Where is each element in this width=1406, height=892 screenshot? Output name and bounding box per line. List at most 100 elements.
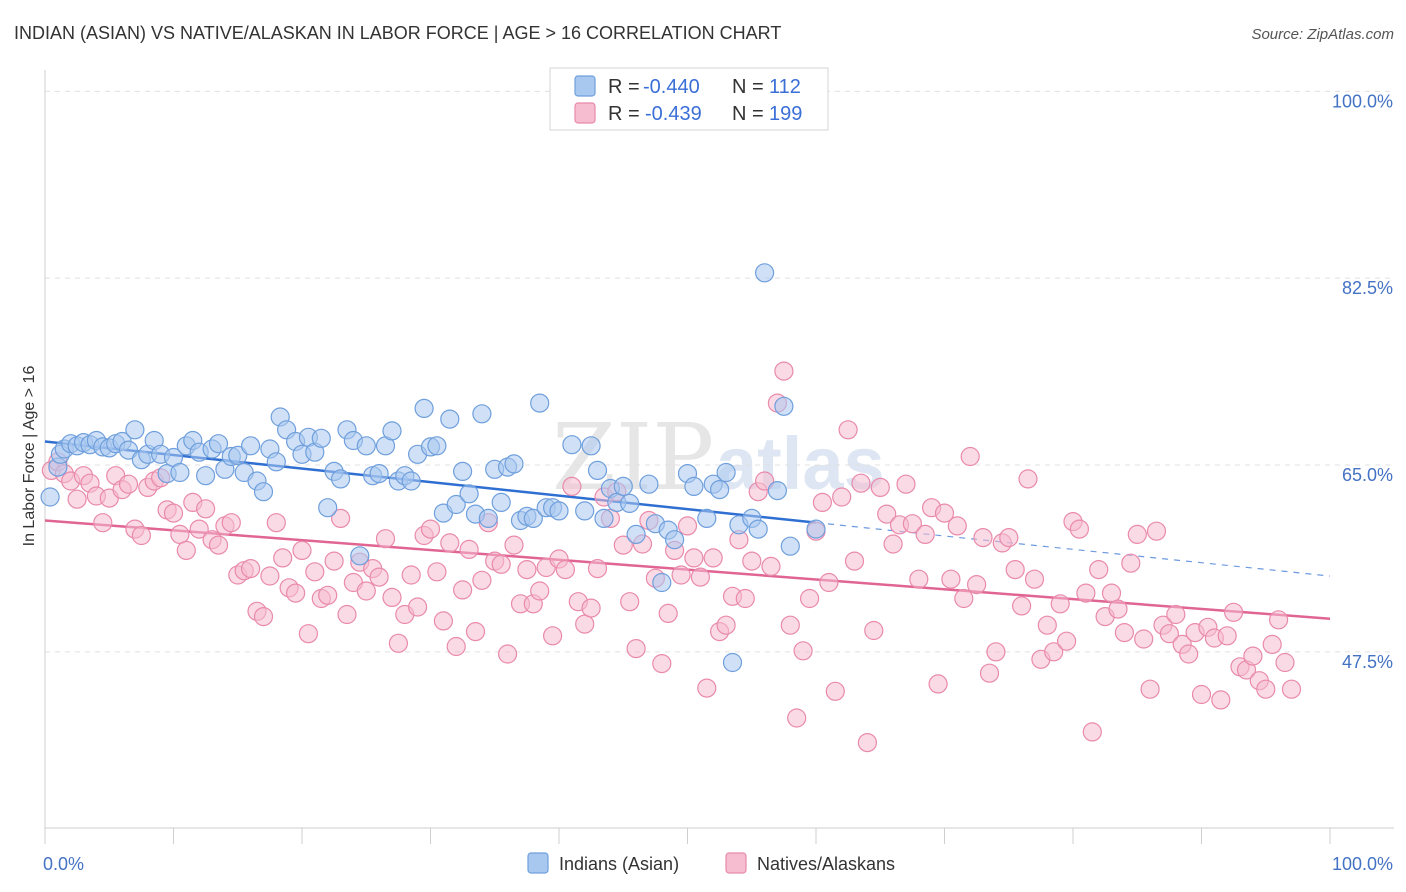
point-natives-91 xyxy=(626,638,646,659)
point-natives-126 xyxy=(851,473,871,493)
legend-r-label-natives: R = xyxy=(608,103,640,125)
point-indians-61 xyxy=(427,436,447,456)
point-indians-34 xyxy=(253,482,274,502)
point-natives-150 xyxy=(1005,559,1025,580)
point-natives-144 xyxy=(966,574,987,595)
point-natives-84 xyxy=(581,598,601,618)
point-natives-100 xyxy=(684,548,704,568)
y-tick-label-1: 65.0% xyxy=(1342,465,1393,485)
point-indians-50 xyxy=(356,436,376,456)
series-legend: Indians (Asian) Natives/Alaskans xyxy=(527,852,895,874)
legend-swatch-natives xyxy=(574,102,596,124)
point-natives-127 xyxy=(857,732,878,753)
point-natives-102 xyxy=(697,678,717,698)
point-indians-85 xyxy=(594,508,614,529)
point-indians-64 xyxy=(446,494,466,515)
point-natives-151 xyxy=(1011,596,1032,616)
point-natives-35 xyxy=(266,513,286,533)
point-natives-156 xyxy=(1044,642,1064,662)
data-points xyxy=(40,263,1302,753)
legend-n-value-indians: 112 xyxy=(769,76,801,98)
point-natives-28 xyxy=(221,513,241,533)
point-natives-174 xyxy=(1159,624,1180,644)
point-natives-63 xyxy=(446,636,466,657)
point-natives-172 xyxy=(1146,521,1167,541)
point-natives-8 xyxy=(93,513,113,533)
point-natives-120 xyxy=(812,492,833,512)
series-legend-swatch-indians xyxy=(527,852,549,874)
y-axis-label: In Labor Force | Age > 16 xyxy=(21,366,38,547)
series-legend-label-indians: Indians (Asian) xyxy=(559,854,679,874)
point-natives-140 xyxy=(941,569,961,589)
point-natives-96 xyxy=(658,603,678,624)
point-natives-192 xyxy=(1275,652,1295,673)
point-indians-49 xyxy=(350,546,370,566)
point-natives-125 xyxy=(844,551,865,571)
x-tick-label-1: 100.0% xyxy=(1332,854,1393,874)
point-natives-85 xyxy=(587,558,608,579)
point-natives-166 xyxy=(1108,599,1128,619)
point-indians-30 xyxy=(228,445,248,465)
point-natives-177 xyxy=(1179,644,1199,664)
point-indians-105 xyxy=(748,519,768,539)
point-natives-74 xyxy=(517,559,537,580)
point-natives-134 xyxy=(902,514,923,534)
y-tick-label-3: 100.0% xyxy=(1332,91,1393,111)
point-indians-91 xyxy=(639,474,659,494)
point-natives-4 xyxy=(67,489,87,509)
x-tick-label-0: 0.0% xyxy=(43,854,84,874)
point-natives-23 xyxy=(189,519,209,539)
point-indians-21 xyxy=(170,462,190,483)
point-natives-157 xyxy=(1050,594,1070,614)
point-natives-70 xyxy=(491,554,511,574)
point-natives-143 xyxy=(960,446,980,467)
point-indians-101 xyxy=(716,462,736,483)
point-natives-19 xyxy=(163,503,184,523)
point-indians-27 xyxy=(208,434,229,454)
point-natives-34 xyxy=(260,566,280,586)
point-natives-153 xyxy=(1024,569,1045,589)
point-natives-130 xyxy=(877,504,897,524)
point-natives-184 xyxy=(1223,602,1244,622)
point-natives-101 xyxy=(690,567,711,587)
point-natives-81 xyxy=(562,476,582,496)
point-natives-105 xyxy=(716,615,736,635)
point-natives-80 xyxy=(555,559,576,580)
point-natives-187 xyxy=(1243,646,1263,666)
point-indians-57 xyxy=(401,471,421,491)
legend-n-label-natives: N = xyxy=(732,103,764,125)
point-indians-88 xyxy=(613,476,633,496)
point-indians-54 xyxy=(382,421,402,441)
point-indians-71 xyxy=(491,492,511,512)
point-indians-46 xyxy=(331,469,351,489)
point-natives-41 xyxy=(305,562,325,582)
point-indians-100 xyxy=(709,480,730,500)
point-natives-52 xyxy=(375,529,396,549)
point-indians-14 xyxy=(125,420,145,440)
point-indians-81 xyxy=(562,435,582,455)
point-natives-161 xyxy=(1076,583,1096,603)
point-natives-61 xyxy=(433,611,453,631)
point-indians-36 xyxy=(266,452,286,472)
point-indians-52 xyxy=(369,464,389,484)
point-natives-21 xyxy=(176,540,196,561)
point-indians-44 xyxy=(318,498,338,518)
point-indians-63 xyxy=(440,409,460,429)
point-natives-49 xyxy=(356,581,376,601)
point-natives-67 xyxy=(472,570,492,590)
point-natives-193 xyxy=(1281,679,1302,699)
point-natives-116 xyxy=(787,708,807,728)
point-natives-114 xyxy=(774,361,794,381)
point-natives-45 xyxy=(331,508,351,529)
point-natives-78 xyxy=(542,626,563,646)
point-natives-175 xyxy=(1166,604,1186,625)
point-indians-109 xyxy=(780,536,800,556)
point-natives-183 xyxy=(1217,626,1237,646)
point-indians-89 xyxy=(620,493,640,513)
point-indians-43 xyxy=(311,428,331,448)
point-natives-56 xyxy=(401,565,421,585)
point-natives-117 xyxy=(793,641,813,661)
point-indians-13 xyxy=(118,440,139,460)
point-natives-142 xyxy=(954,588,974,609)
point-natives-111 xyxy=(754,471,775,491)
